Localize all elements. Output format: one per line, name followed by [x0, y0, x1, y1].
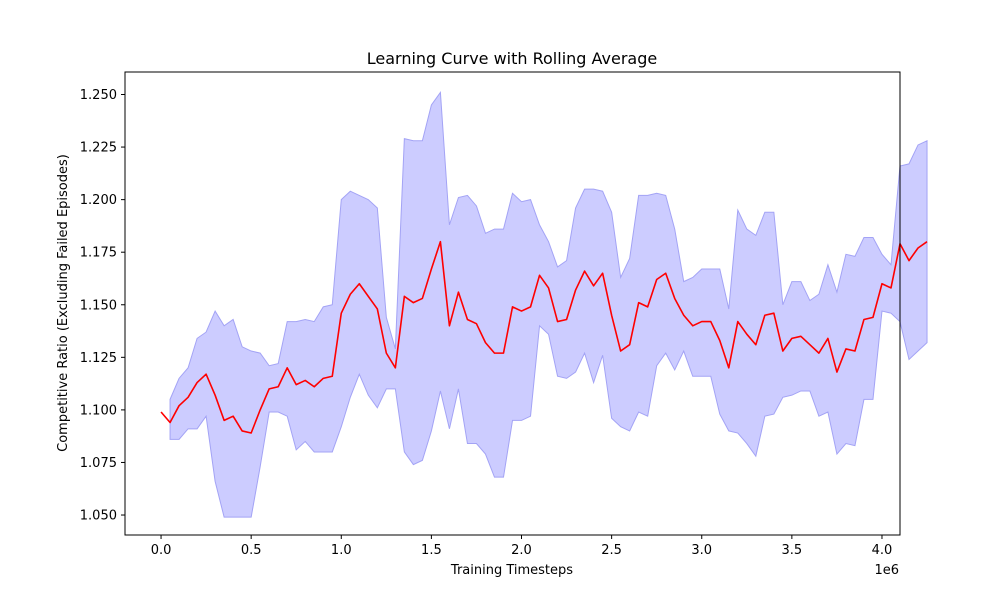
y-axis-label: Competitive Ratio (Excluding Failed Epis…: [56, 154, 71, 452]
y-tick-label: 1.100: [80, 403, 117, 418]
x-tick-label: 3.5: [782, 543, 803, 558]
y-tick-label: 1.150: [80, 298, 117, 313]
y-tick-label: 1.200: [80, 193, 117, 208]
x-axis: 0.0 0.5 1.0 1.5 2.0 2.5 3.0 3.5 4.0: [151, 535, 893, 558]
y-axis: 1.050 1.075 1.100 1.125 1.150 1.175 1.200 1.225…: [80, 88, 125, 524]
y-tick-label: 1.125: [80, 351, 117, 366]
y-tick-label: 1.050: [80, 509, 117, 524]
x-tick-label: 1.5: [421, 543, 442, 558]
y-tick-label: 1.175: [80, 246, 117, 261]
x-tick-label: 2.5: [601, 543, 622, 558]
x-tick-label: 2.0: [511, 543, 532, 558]
x-tick-label: 3.0: [691, 543, 712, 558]
plot-area: [160, 90, 928, 518]
y-tick-label: 1.225: [80, 141, 117, 156]
axes-frame: [124, 71, 901, 536]
x-axis-scale-label: 1e6: [874, 563, 899, 578]
y-tick-label: 1.075: [80, 456, 117, 471]
y-tick-label: 1.250: [80, 88, 117, 103]
x-tick-label: 0.0: [151, 543, 172, 558]
chart-title: Learning Curve with Rolling Average: [367, 49, 657, 68]
x-tick-label: 4.0: [872, 543, 893, 558]
std-band: [169, 90, 928, 518]
x-axis-label: Training Timesteps: [450, 563, 573, 578]
x-tick-label: 1.0: [331, 543, 352, 558]
x-tick-label: 0.5: [241, 543, 262, 558]
rolling-average-line: [160, 240, 928, 434]
